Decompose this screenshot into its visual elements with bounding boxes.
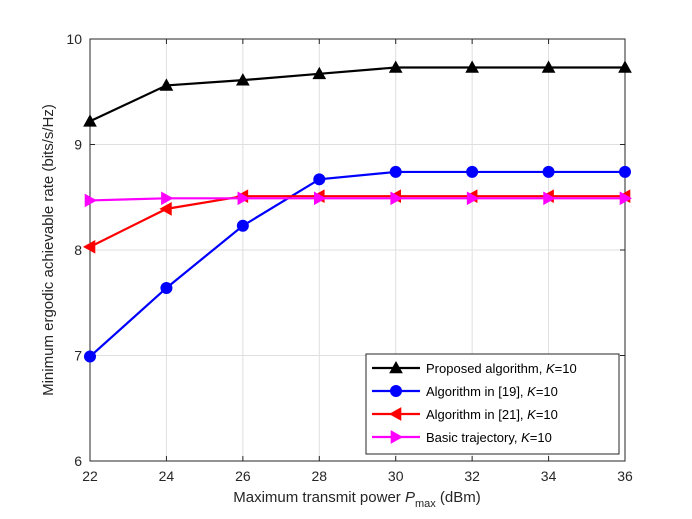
legend-label: Proposed algorithm, K=10 [426, 361, 577, 376]
y-axis-label: Minimum ergodic achievable rate (bits/s/… [40, 104, 57, 396]
x-tick-label: 24 [159, 468, 175, 484]
x-tick-label: 28 [311, 468, 327, 484]
legend-k-value: =10 [555, 361, 577, 376]
y-tick-label: 10 [66, 31, 82, 47]
legend-marker [389, 360, 403, 374]
legend-k-value: =10 [530, 430, 552, 445]
data-point [619, 165, 631, 178]
x-tick-label: 26 [235, 468, 251, 484]
series-line [89, 197, 625, 202]
x-tick-label: 22 [82, 468, 98, 484]
legend-item: Algorithm in [19], K=10 [372, 384, 558, 399]
legend-name: Algorithm in [19], [426, 384, 527, 399]
data-point [312, 66, 327, 80]
x-tick-label: 34 [541, 468, 557, 484]
legend-name: Proposed algorithm, [426, 361, 546, 376]
legend-label: Algorithm in [19], K=10 [426, 384, 558, 399]
legend-k-var: K [527, 384, 537, 399]
series-line [89, 66, 625, 123]
legend-label: Algorithm in [21], K=10 [426, 407, 558, 422]
data-point [161, 191, 174, 206]
data-point [388, 60, 403, 73]
x-axis-label: Maximum transmit power Pmax (dBm) [233, 489, 481, 510]
legend-k-var: K [521, 430, 531, 445]
legend-label: Basic trajectory, K=10 [426, 430, 552, 445]
data-point [466, 191, 480, 206]
legend-name: Basic trajectory, [426, 430, 521, 445]
legend-item: Basic trajectory, K=10 [372, 430, 552, 445]
data-point [618, 60, 632, 73]
data-point [82, 239, 96, 254]
data-point [83, 114, 97, 127]
series-line [89, 170, 625, 358]
data-point [236, 219, 249, 232]
data-point [389, 165, 402, 178]
data-point [159, 202, 172, 216]
series-1 [83, 60, 632, 127]
y-tick-label: 8 [74, 242, 82, 258]
x-tick-label: 36 [617, 468, 633, 484]
series-2 [84, 165, 631, 363]
legend-item: Algorithm in [21], K=10 [372, 407, 558, 422]
legend-k-var: K [527, 407, 537, 422]
data-point [313, 173, 326, 186]
data-point [466, 165, 479, 178]
data-point [160, 281, 173, 294]
data-point [542, 165, 555, 178]
y-tick-label: 9 [74, 137, 82, 153]
legend-marker [388, 407, 402, 421]
axis-ticks: 22 24 26 28 30 32 34 36 6 7 8 9 10 [66, 31, 633, 484]
data-point [543, 191, 556, 206]
x-tick-label: 32 [464, 468, 480, 484]
legend-k-var: K [546, 361, 556, 376]
data-point [159, 78, 174, 91]
data-point [465, 60, 479, 73]
series-4 [84, 191, 633, 208]
data-point [84, 350, 96, 363]
data-point [237, 191, 250, 206]
legend-marker [390, 430, 404, 444]
data-point [84, 193, 98, 208]
data-series [82, 60, 633, 363]
x-tick-label: 30 [388, 468, 404, 484]
legend-item: Proposed algorithm, K=10 [372, 360, 577, 376]
y-tick-label: 7 [74, 348, 82, 364]
data-point [313, 191, 327, 206]
legend-k-value: =10 [536, 407, 558, 422]
data-point [390, 191, 403, 206]
data-point [619, 191, 633, 206]
legend-marker [390, 385, 402, 397]
data-point [236, 73, 250, 86]
data-point [541, 60, 556, 73]
legend-name: Algorithm in [21], [426, 407, 527, 422]
y-tick-label: 6 [74, 453, 82, 469]
series-line [89, 195, 625, 248]
legend-k-value: =10 [536, 384, 558, 399]
